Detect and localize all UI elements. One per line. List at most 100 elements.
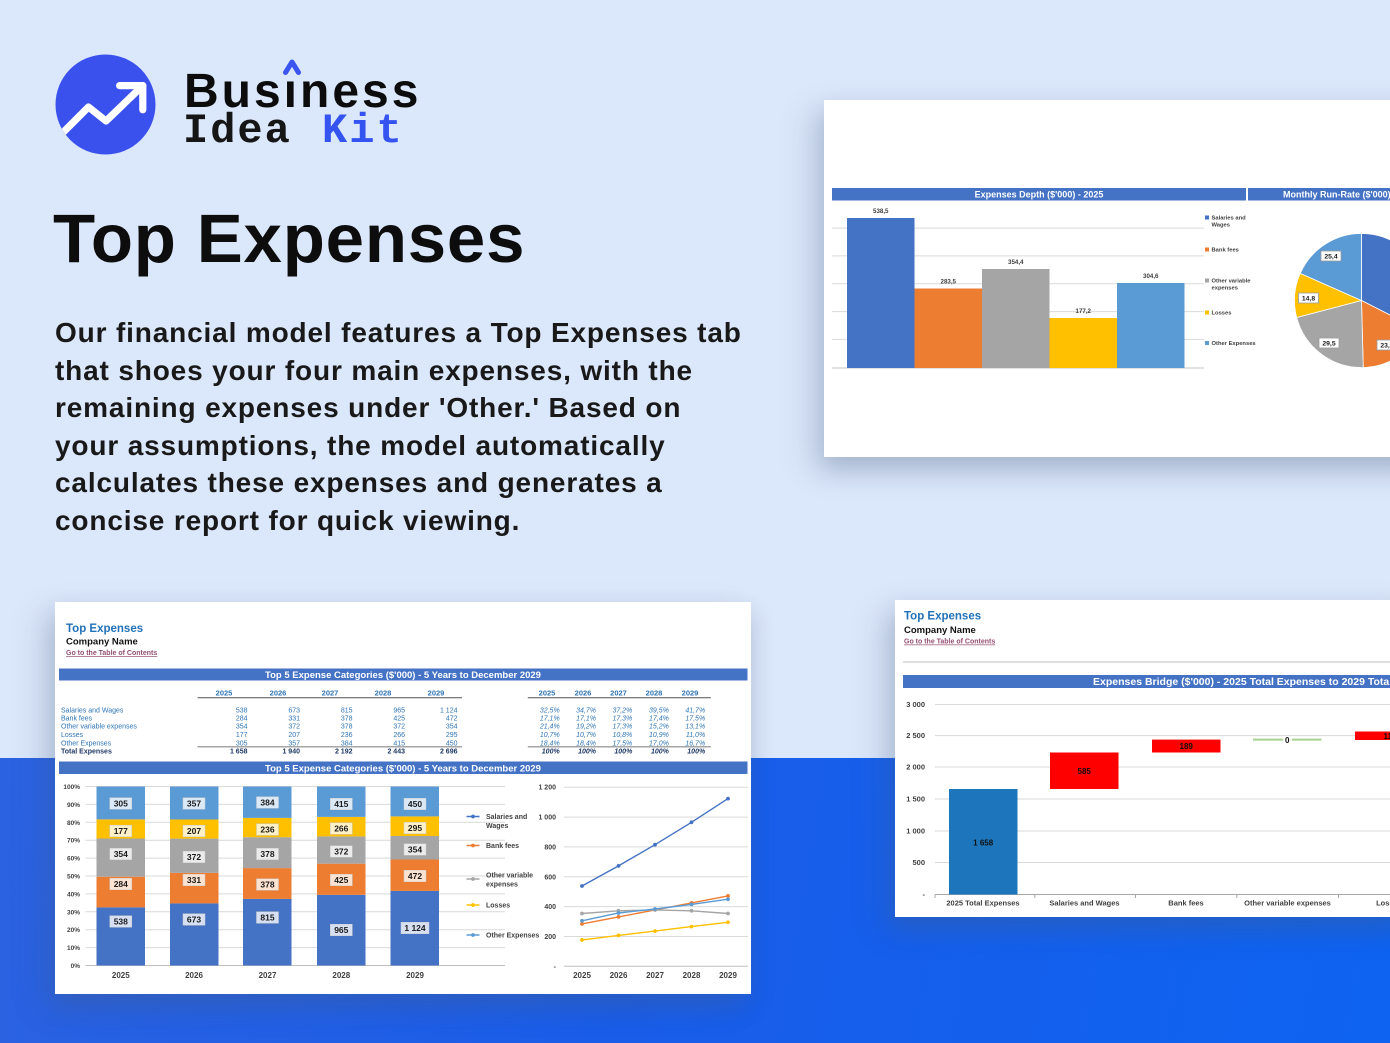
svg-text:331: 331 xyxy=(187,875,201,885)
svg-text:600: 600 xyxy=(544,874,556,881)
svg-text:100%: 100% xyxy=(578,749,597,756)
svg-text:207: 207 xyxy=(288,732,300,739)
svg-text:357: 357 xyxy=(288,740,300,747)
svg-text:378: 378 xyxy=(260,849,274,859)
svg-text:Other variable expenses: Other variable expenses xyxy=(1244,899,1331,908)
svg-text:2 000: 2 000 xyxy=(906,763,925,772)
svg-text:538: 538 xyxy=(114,917,128,927)
svg-text:100%: 100% xyxy=(542,749,561,756)
svg-text:100%: 100% xyxy=(63,784,80,791)
svg-text:585: 585 xyxy=(1078,767,1092,776)
svg-text:200: 200 xyxy=(544,934,556,941)
svg-text:Salaries and: Salaries and xyxy=(486,814,527,821)
svg-text:472: 472 xyxy=(408,871,422,881)
svg-text:Company Name: Company Name xyxy=(904,625,976,636)
svg-text:17,4%: 17,4% xyxy=(649,715,669,722)
svg-text:400: 400 xyxy=(544,904,556,911)
svg-text:2029: 2029 xyxy=(406,971,424,980)
svg-text:17,3%: 17,3% xyxy=(612,724,632,731)
svg-text:372: 372 xyxy=(393,724,405,731)
svg-text:2025: 2025 xyxy=(112,971,130,980)
svg-text:2026: 2026 xyxy=(270,689,287,698)
svg-text:18,4%: 18,4% xyxy=(576,740,596,747)
svg-text:Losses: Losses xyxy=(1376,899,1390,908)
svg-text:2026: 2026 xyxy=(575,689,592,698)
svg-text:100%: 100% xyxy=(614,749,633,756)
svg-text:Go to the Table of Contents: Go to the Table of Contents xyxy=(66,650,157,657)
svg-text:80%: 80% xyxy=(67,820,80,827)
svg-text:2025 Total Expenses: 2025 Total Expenses xyxy=(946,899,1019,908)
svg-text:2029: 2029 xyxy=(428,689,445,698)
svg-text:2028: 2028 xyxy=(683,971,701,980)
svg-text:Bank fees: Bank fees xyxy=(1168,899,1203,908)
svg-text:100%: 100% xyxy=(651,749,670,756)
svg-text:177,2: 177,2 xyxy=(1076,308,1092,315)
svg-text:14,8: 14,8 xyxy=(1302,295,1315,302)
svg-text:2025: 2025 xyxy=(539,689,556,698)
svg-text:2027: 2027 xyxy=(259,971,277,980)
svg-text:2027: 2027 xyxy=(646,971,664,980)
svg-text:17,5%: 17,5% xyxy=(612,740,632,747)
svg-text:1 200: 1 200 xyxy=(538,785,556,792)
svg-text:2029: 2029 xyxy=(719,971,737,980)
svg-text:378: 378 xyxy=(341,715,353,722)
svg-text:425: 425 xyxy=(334,875,348,885)
svg-text:0%: 0% xyxy=(71,963,81,970)
svg-text:2 696: 2 696 xyxy=(440,749,458,756)
svg-text:2027: 2027 xyxy=(610,689,627,698)
svg-text:41,7%: 41,7% xyxy=(685,707,705,714)
svg-text:384: 384 xyxy=(260,798,274,808)
svg-text:305: 305 xyxy=(236,740,248,747)
svg-text:Other Expenses: Other Expenses xyxy=(1212,341,1256,347)
svg-text:expenses: expenses xyxy=(1212,286,1238,292)
svg-text:2025: 2025 xyxy=(573,971,591,980)
svg-text:10,9%: 10,9% xyxy=(649,732,669,739)
svg-text:29,5: 29,5 xyxy=(1322,340,1335,347)
svg-text:236: 236 xyxy=(341,732,353,739)
svg-text:Top 5 Expense Categories ($'00: Top 5 Expense Categories ($'000) - 5 Yea… xyxy=(265,763,541,774)
svg-text:100%: 100% xyxy=(687,749,706,756)
svg-text:17,3%: 17,3% xyxy=(612,715,632,722)
svg-text:3 000: 3 000 xyxy=(906,700,925,709)
svg-text:18,4%: 18,4% xyxy=(540,740,560,747)
svg-text:354: 354 xyxy=(408,845,422,855)
svg-text:450: 450 xyxy=(408,799,422,809)
svg-text:1 124: 1 124 xyxy=(440,707,458,714)
svg-text:-: - xyxy=(554,964,557,971)
svg-text:Bank fees: Bank fees xyxy=(1212,248,1239,254)
svg-text:37,2%: 37,2% xyxy=(612,707,632,714)
svg-text:19,2%: 19,2% xyxy=(576,724,596,731)
svg-text:Monthly Run-Rate ($'000) - 202: Monthly Run-Rate ($'000) - 2025 xyxy=(1283,190,1390,200)
svg-text:60%: 60% xyxy=(67,856,80,863)
svg-text:500: 500 xyxy=(912,858,925,867)
svg-text:538,5: 538,5 xyxy=(873,208,889,215)
svg-text:13,1%: 13,1% xyxy=(685,724,705,731)
svg-text:Losses: Losses xyxy=(486,903,510,910)
svg-text:2026: 2026 xyxy=(185,971,203,980)
svg-text:30%: 30% xyxy=(67,909,80,916)
svg-text:23,6: 23,6 xyxy=(1380,342,1390,349)
svg-text:538: 538 xyxy=(236,707,248,714)
svg-text:472: 472 xyxy=(446,715,458,722)
svg-text:1 658: 1 658 xyxy=(230,749,248,756)
svg-text:415: 415 xyxy=(334,799,348,809)
svg-text:Expenses Depth ($'000) - 2025: Expenses Depth ($'000) - 2025 xyxy=(975,190,1104,200)
svg-text:17,5%: 17,5% xyxy=(685,715,705,722)
svg-text:expenses: expenses xyxy=(486,882,518,889)
svg-text:207: 207 xyxy=(187,826,201,836)
svg-text:2029: 2029 xyxy=(682,689,699,698)
svg-text:118: 118 xyxy=(1384,732,1390,741)
svg-text:21,4%: 21,4% xyxy=(539,724,560,731)
svg-text:Go to the Table of Contents: Go to the Table of Contents xyxy=(904,639,995,646)
svg-text:Top Expenses: Top Expenses xyxy=(904,611,981,623)
svg-text:177: 177 xyxy=(236,732,248,739)
svg-text:90%: 90% xyxy=(67,802,80,809)
svg-text:815: 815 xyxy=(260,913,274,923)
svg-text:10,8%: 10,8% xyxy=(612,732,632,739)
svg-text:Top Expenses: Top Expenses xyxy=(66,623,143,635)
svg-text:1 940: 1 940 xyxy=(282,749,300,756)
svg-text:32,5%: 32,5% xyxy=(540,707,560,714)
svg-text:965: 965 xyxy=(393,707,405,714)
svg-text:357: 357 xyxy=(187,799,201,809)
svg-text:Company Name: Company Name xyxy=(66,637,138,648)
